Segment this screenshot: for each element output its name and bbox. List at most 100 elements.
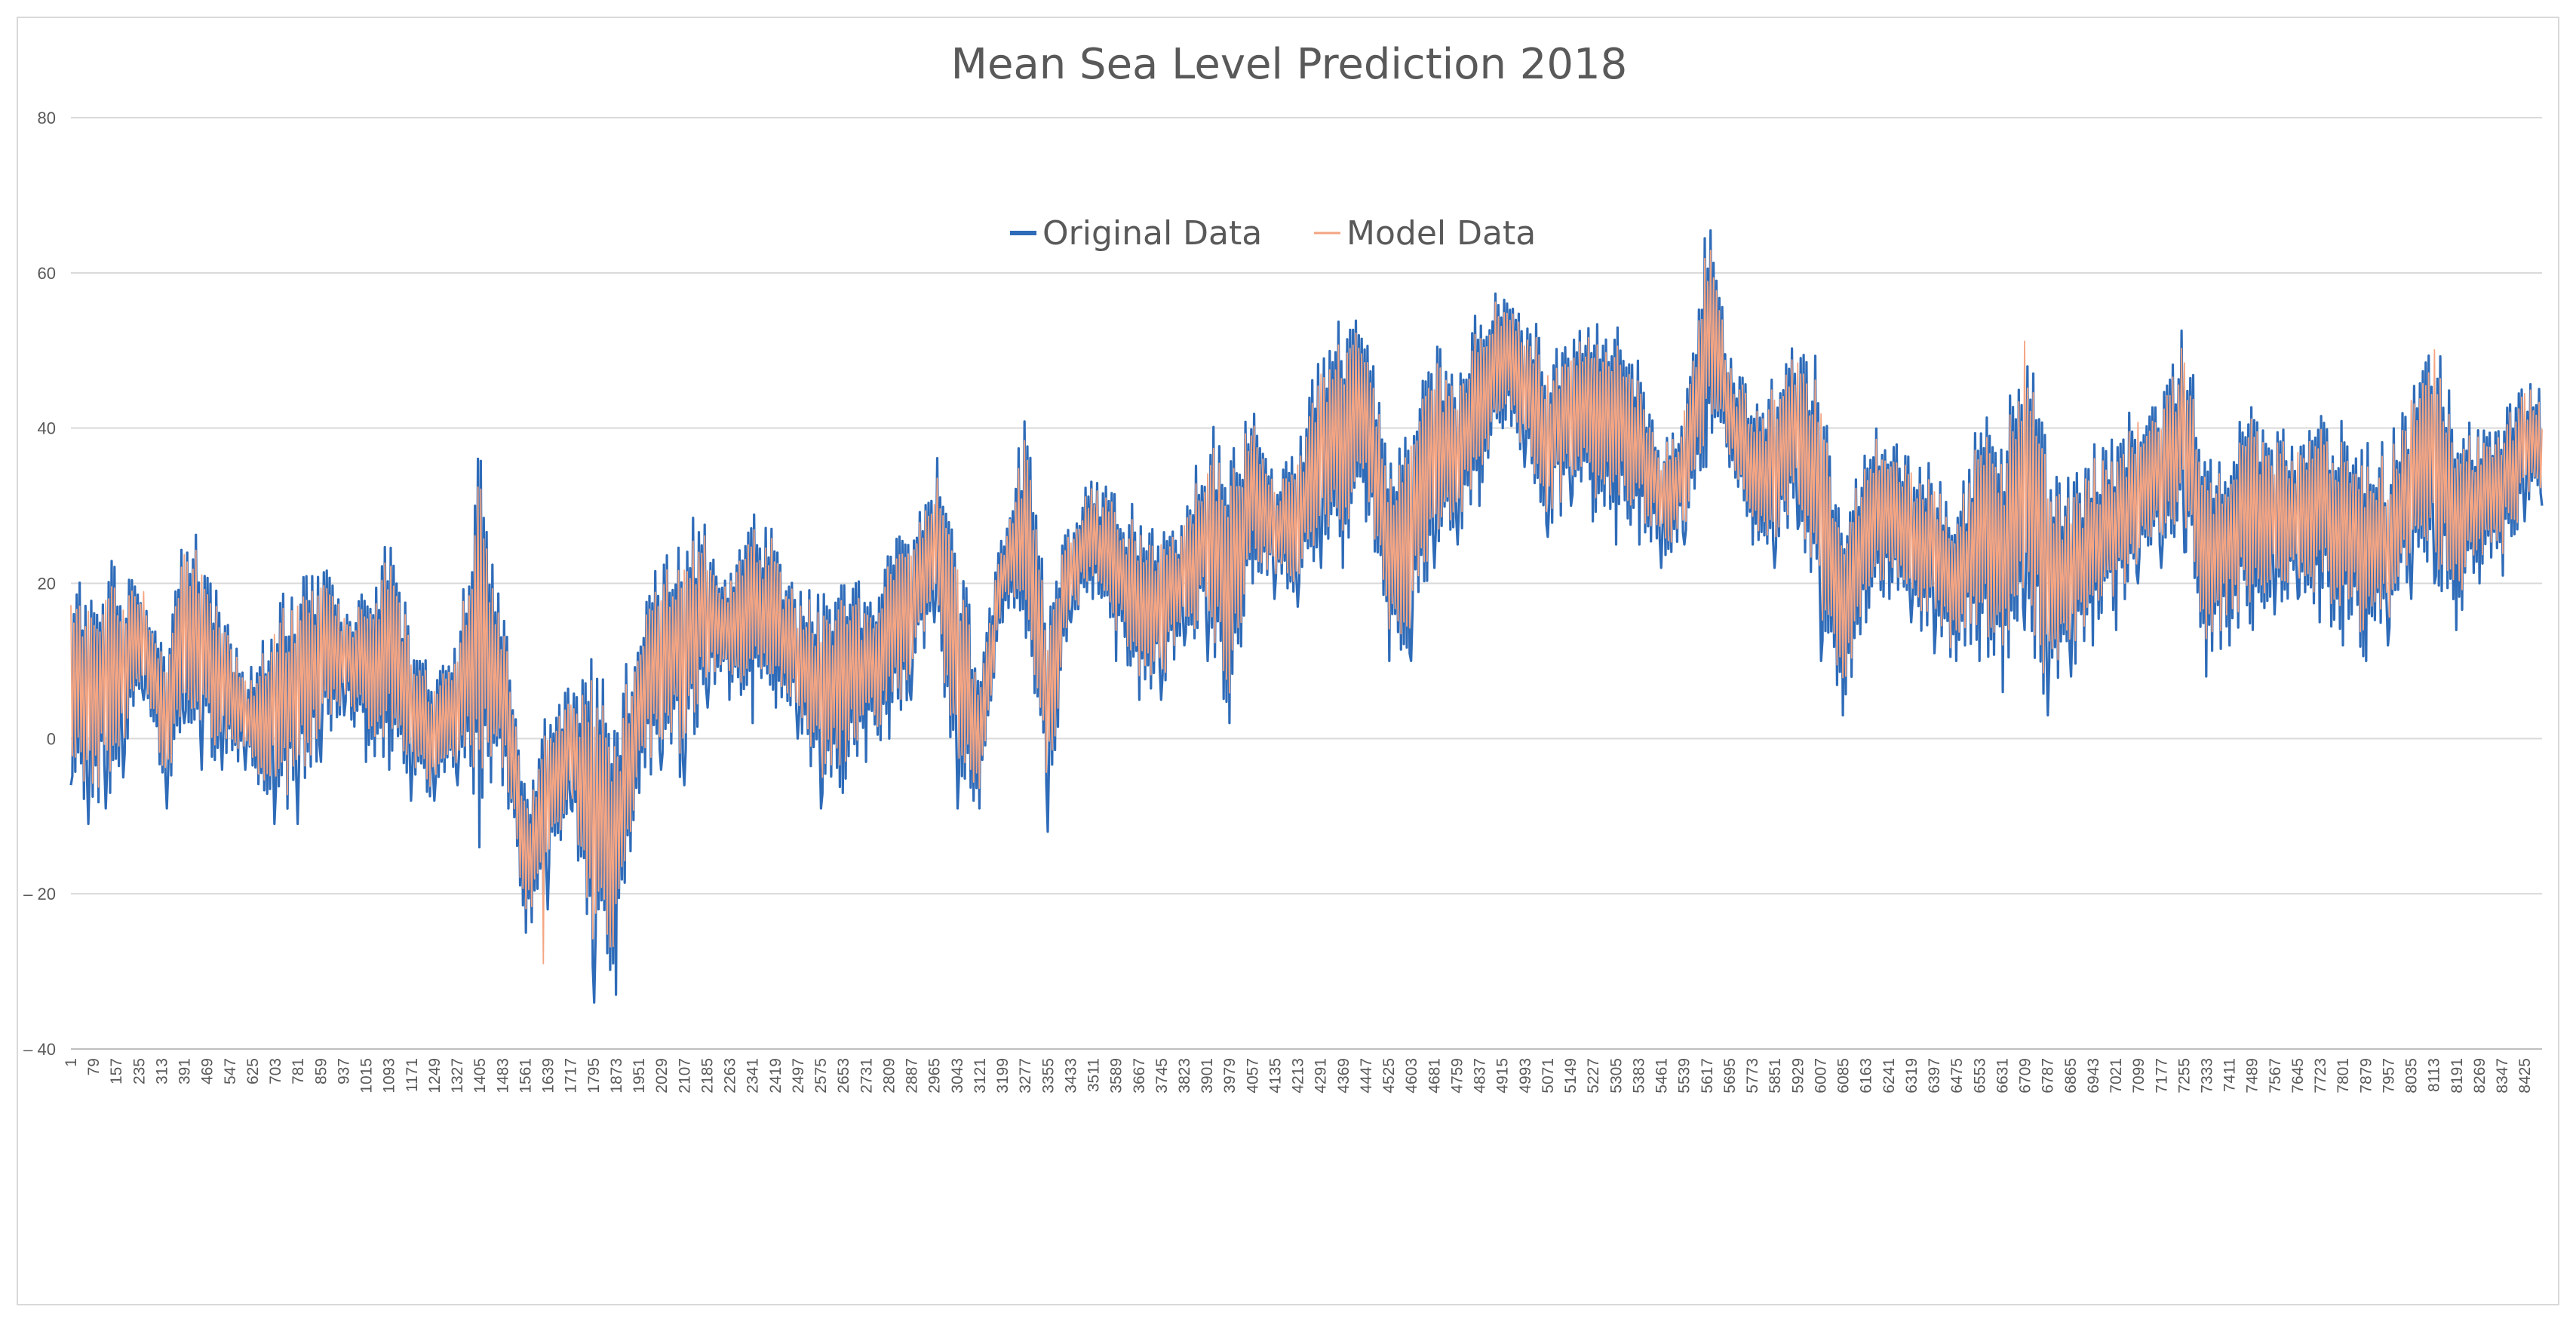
x-tick-label: 2887 xyxy=(904,1058,921,1093)
x-tick-label: 7099 xyxy=(2130,1058,2148,1093)
x-tick-label: 2419 xyxy=(767,1058,784,1093)
x-tick-label: 5149 xyxy=(1562,1058,1580,1093)
x-tick-label: 7411 xyxy=(2221,1058,2239,1092)
x-tick-label: 2029 xyxy=(653,1058,671,1093)
x-tick-label: 6865 xyxy=(2062,1058,2080,1093)
x-tick-label: 4447 xyxy=(1358,1058,1375,1093)
y-tick-label: – 40 xyxy=(23,1040,56,1059)
x-tick-label: 859 xyxy=(312,1058,330,1084)
x-tick-label: 5383 xyxy=(1630,1058,1647,1093)
x-tick-label: 8425 xyxy=(2516,1058,2534,1093)
x-tick-label: 6319 xyxy=(1903,1058,1920,1093)
y-tick-label: 20 xyxy=(38,575,56,594)
x-tick-label: 1249 xyxy=(426,1058,444,1093)
x-tick-label: 1405 xyxy=(471,1058,489,1093)
x-tick-label: 3511 xyxy=(1085,1058,1103,1092)
x-tick-label: 4915 xyxy=(1494,1058,1512,1093)
x-tick-label: 7021 xyxy=(2108,1058,2125,1093)
x-tick-label: 469 xyxy=(199,1058,216,1084)
x-tick-label: 4213 xyxy=(1290,1058,1307,1093)
x-tick-label: 5305 xyxy=(1607,1058,1625,1093)
x-tick-label: 6085 xyxy=(1835,1058,1853,1093)
x-tick-label: 6475 xyxy=(1948,1058,1966,1093)
x-tick-label: 7801 xyxy=(2335,1058,2352,1093)
x-tick-label: 3355 xyxy=(1039,1058,1057,1093)
x-tick-label: 2263 xyxy=(722,1058,739,1093)
x-tick-label: 6241 xyxy=(1881,1058,1898,1093)
x-tick-label: 4291 xyxy=(1313,1058,1330,1093)
x-tick-label: 3589 xyxy=(1108,1058,1125,1093)
chart-title: Mean Sea Level Prediction 2018 xyxy=(951,40,1628,89)
x-tick-label: 3979 xyxy=(1221,1058,1239,1093)
x-tick-label: 3901 xyxy=(1199,1058,1216,1093)
y-tick-label: 60 xyxy=(38,264,56,283)
x-tick-label: 2809 xyxy=(880,1058,898,1093)
x-tick-label: 1561 xyxy=(517,1058,534,1093)
x-tick-label: 2185 xyxy=(698,1058,716,1093)
x-tick-label: 4135 xyxy=(1267,1058,1284,1093)
x-tick-label: 6553 xyxy=(1971,1058,1988,1093)
x-tick-label: 8035 xyxy=(2403,1058,2421,1093)
x-tick-label: 3043 xyxy=(949,1058,966,1093)
x-tick-label: 235 xyxy=(130,1058,148,1084)
x-tick-label: 1 xyxy=(63,1058,80,1067)
x-tick-label: 4369 xyxy=(1335,1058,1352,1093)
x-tick-label: 8347 xyxy=(2494,1058,2511,1093)
series-line-original xyxy=(69,229,2544,1004)
x-tick-label: 7567 xyxy=(2267,1058,2284,1093)
series-line-model xyxy=(70,250,2543,965)
x-tick-label: 157 xyxy=(108,1058,125,1084)
x-tick-label: 79 xyxy=(85,1058,103,1075)
x-tick-label: 6709 xyxy=(2017,1058,2034,1093)
x-tick-label: 6007 xyxy=(1812,1058,1829,1093)
x-tick-label: 5539 xyxy=(1676,1058,1693,1093)
x-tick-label: 937 xyxy=(335,1058,352,1084)
x-tick-label: 4837 xyxy=(1472,1058,1489,1093)
y-axis-ticks: 80 60 40 20 0 – 20 – 40 xyxy=(23,109,56,1059)
x-tick-label: 5227 xyxy=(1585,1058,1602,1093)
x-tick-label: 7255 xyxy=(2175,1058,2193,1093)
x-tick-label: 4993 xyxy=(1517,1058,1534,1093)
x-tick-label: 1951 xyxy=(631,1058,648,1093)
x-tick-label: 6163 xyxy=(1858,1058,1875,1093)
x-tick-label: 3433 xyxy=(1062,1058,1079,1093)
y-tick-label: 0 xyxy=(47,729,56,748)
x-tick-label: 6787 xyxy=(2040,1058,2057,1093)
x-tick-label: 1717 xyxy=(563,1058,580,1093)
x-tick-label: 3277 xyxy=(1017,1058,1034,1093)
x-tick-label: 3121 xyxy=(972,1058,989,1093)
x-tick-label: 5695 xyxy=(1721,1058,1739,1093)
x-tick-label: 7333 xyxy=(2199,1058,2216,1093)
x-tick-label: 2341 xyxy=(745,1058,762,1093)
x-tick-label: 5617 xyxy=(1699,1058,1716,1093)
x-tick-label: 2575 xyxy=(812,1058,830,1093)
chart-svg: Mean Sea Level Prediction 2018 Original … xyxy=(23,40,2544,1093)
x-tick-label: 1327 xyxy=(449,1058,466,1093)
x-tick-label: 3199 xyxy=(994,1058,1012,1093)
legend-label-original: Original Data xyxy=(1042,214,1262,253)
series-layer xyxy=(69,229,2544,1004)
x-tick-label: 7957 xyxy=(2380,1058,2397,1093)
x-tick-label: 1093 xyxy=(381,1058,398,1093)
x-tick-label: 7177 xyxy=(2153,1058,2170,1093)
y-tick-label: – 20 xyxy=(23,885,56,903)
x-tick-label: 1639 xyxy=(540,1058,557,1093)
x-tick-label: 8113 xyxy=(2426,1058,2443,1092)
x-tick-label: 547 xyxy=(222,1058,239,1084)
x-tick-label: 313 xyxy=(153,1058,170,1084)
gridlines xyxy=(71,117,2542,1050)
x-tick-label: 5071 xyxy=(1540,1058,1557,1093)
x-tick-label: 7645 xyxy=(2289,1058,2307,1093)
x-tick-label: 4525 xyxy=(1380,1058,1398,1093)
x-tick-label: 3823 xyxy=(1176,1058,1193,1093)
x-tick-label: 4759 xyxy=(1448,1058,1466,1093)
x-tick-label: 5461 xyxy=(1653,1058,1671,1093)
x-tick-label: 4603 xyxy=(1403,1058,1420,1093)
x-tick-label: 7723 xyxy=(2312,1058,2329,1093)
x-tick-label: 4057 xyxy=(1244,1058,1261,1093)
x-tick-label: 391 xyxy=(177,1058,194,1084)
chart-frame: Mean Sea Level Prediction 2018 Original … xyxy=(17,17,2559,1305)
x-tick-label: 2653 xyxy=(835,1058,852,1093)
x-tick-label: 703 xyxy=(267,1058,284,1084)
x-tick-label: 7879 xyxy=(2357,1058,2375,1093)
